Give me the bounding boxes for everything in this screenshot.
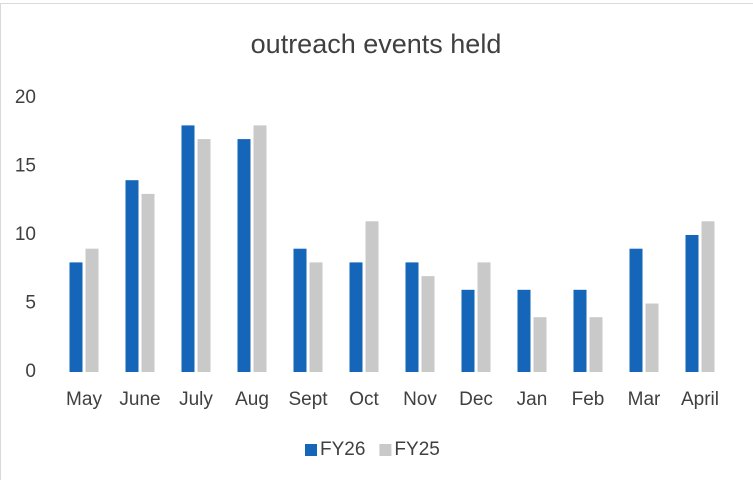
legend-label: FY25 — [394, 439, 439, 460]
bar — [141, 193, 155, 372]
x-tick-label: June — [119, 389, 160, 410]
bar — [645, 303, 659, 372]
legend-swatch — [379, 444, 392, 456]
bar — [309, 262, 323, 372]
x-tick-label: Jan — [517, 389, 548, 410]
x-tick-label: Oct — [349, 389, 379, 410]
bar — [349, 262, 363, 372]
legend-label: FY26 — [320, 439, 365, 460]
bar — [589, 317, 603, 372]
bar — [181, 125, 195, 373]
y-tick-label: 0 — [25, 361, 36, 382]
bar — [421, 276, 435, 372]
x-tick-label: July — [179, 389, 213, 410]
bar — [629, 248, 643, 372]
y-tick-label: 15 — [15, 156, 36, 177]
x-tick-label: Mar — [628, 389, 661, 410]
bar — [533, 317, 547, 372]
bar — [197, 139, 211, 372]
legend-swatch — [305, 444, 317, 456]
x-tick-label: Dec — [459, 389, 493, 410]
chart-border — [0, 3, 753, 480]
x-tick-label: Sept — [288, 389, 328, 410]
y-tick-label: 10 — [15, 224, 36, 245]
bar — [125, 180, 139, 372]
x-tick-label: Feb — [572, 389, 605, 410]
bar — [253, 125, 267, 373]
bar — [405, 262, 419, 372]
bar — [517, 289, 531, 372]
y-tick-label: 5 — [25, 293, 36, 314]
bar — [477, 262, 491, 372]
bar — [365, 221, 379, 372]
bar — [573, 289, 587, 372]
x-tick-label: Nov — [403, 389, 437, 410]
bar — [69, 262, 83, 372]
bar — [461, 289, 475, 372]
bar — [701, 221, 715, 372]
y-tick-label: 20 — [15, 87, 36, 108]
bar — [237, 139, 251, 372]
bar — [293, 248, 307, 372]
bar — [85, 248, 99, 372]
bar — [685, 235, 699, 372]
x-tick-label: Aug — [235, 389, 269, 410]
chart-title: outreach events held — [251, 29, 502, 59]
x-tick-label: April — [681, 389, 719, 410]
x-tick-label: May — [66, 389, 102, 410]
